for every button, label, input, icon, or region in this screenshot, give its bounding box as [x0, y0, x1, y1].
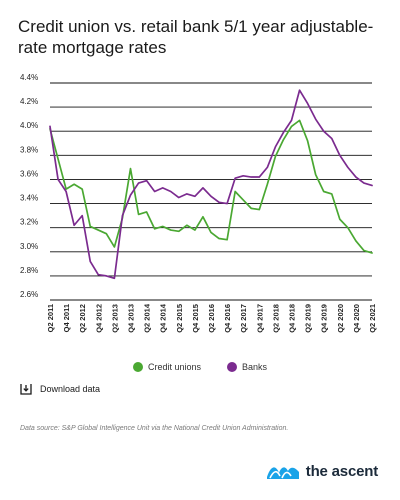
x-tick-label: Q2 2016	[207, 304, 216, 333]
legend-marker-credit-unions	[132, 362, 143, 372]
x-tick-label: Q2 2019	[304, 304, 313, 333]
download-icon	[20, 384, 32, 395]
legend-item-banks[interactable]: Banks	[227, 362, 267, 372]
series-line-banks	[49, 89, 373, 280]
x-tick-label: Q4 2016	[223, 304, 232, 333]
y-tick-label: 3.0%	[20, 242, 38, 251]
y-tick-label: 3.4%	[20, 194, 38, 203]
x-tick-label: Q2 2020	[336, 304, 345, 333]
y-tick-label: 3.8%	[20, 145, 38, 154]
y-tick-label: 2.6%	[20, 290, 38, 299]
x-tick-label: Q4 2018	[288, 304, 297, 333]
y-tick-label: 3.2%	[20, 218, 38, 227]
x-tick-label: Q4 2015	[191, 304, 200, 333]
legend-label-banks: Banks	[242, 362, 268, 372]
x-tick-label: Q4 2013	[127, 304, 136, 333]
x-tick-label: Q4 2014	[159, 303, 168, 333]
wave-logo-icon	[266, 467, 299, 479]
y-tick-label: 4.4%	[20, 73, 38, 82]
x-tick-label: Q2 2014	[143, 303, 152, 333]
chart-title: Credit union vs. retail bank 5/1 year ad…	[18, 17, 374, 57]
x-tick-label: Q2 2012	[78, 304, 87, 333]
series-line-credit-unions	[49, 119, 373, 254]
y-tick-label: 4.0%	[20, 121, 38, 130]
y-tick-label: 3.6%	[20, 169, 38, 178]
x-tick-label: Q2 2011	[46, 304, 55, 332]
x-tick-label: Q2 2017	[239, 304, 248, 333]
brand-name: the ascent	[305, 462, 378, 480]
x-tick-label: Q4 2020	[352, 304, 361, 333]
x-tick-label: Q4 2012	[94, 304, 103, 333]
legend-item-credit-unions[interactable]: Credit unions	[132, 362, 201, 372]
download-data-button[interactable]: Download data	[20, 383, 100, 395]
x-tick-label: Q4 2019	[320, 304, 329, 333]
download-data-label: Download data	[40, 384, 101, 394]
x-tick-label: Q4 2017	[255, 304, 264, 333]
x-tick-label: Q2 2021	[368, 304, 377, 333]
x-tick-label: Q4 2011	[62, 304, 71, 332]
y-tick-label: 2.8%	[20, 266, 38, 275]
legend-label-credit-unions: Credit unions	[147, 362, 201, 372]
y-tick-label: 4.2%	[20, 97, 38, 106]
x-tick-label: Q2 2018	[271, 304, 280, 333]
brand-logo: the ascent	[266, 462, 378, 480]
x-tick-label: Q2 2013	[110, 304, 119, 333]
legend-marker-banks	[227, 362, 237, 372]
x-tick-label: Q2 2015	[175, 304, 184, 333]
line-chart: 2.6% 2.8% 3.0% 3.2% 3.4% 3.6% 3.8% 4.0% 4.2% 4.4%…	[20, 73, 377, 333]
chart-legend: Credit unions Banks	[0, 362, 400, 372]
data-source-note: Data source: S&P Global Intelligence Uni…	[20, 425, 289, 432]
